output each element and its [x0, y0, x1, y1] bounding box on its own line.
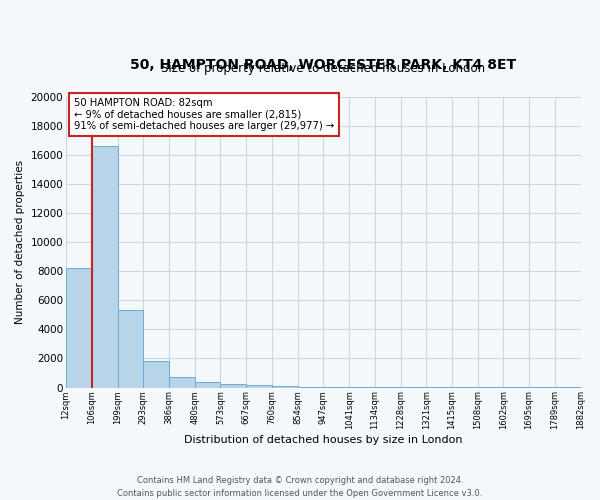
- Bar: [66, 268, 92, 388]
- Bar: [220, 384, 246, 388]
- X-axis label: Distribution of detached houses by size in London: Distribution of detached houses by size …: [184, 435, 463, 445]
- Text: 50, HAMPTON ROAD, WORCESTER PARK, KT4 8ET: 50, HAMPTON ROAD, WORCESTER PARK, KT4 8E…: [130, 58, 517, 72]
- Bar: [349, 387, 375, 388]
- Bar: [323, 387, 349, 388]
- Bar: [298, 386, 323, 388]
- Bar: [118, 310, 143, 388]
- Bar: [195, 382, 220, 388]
- Bar: [169, 376, 195, 388]
- Bar: [92, 146, 118, 388]
- Text: 50 HAMPTON ROAD: 82sqm
← 9% of detached houses are smaller (2,815)
91% of semi-d: 50 HAMPTON ROAD: 82sqm ← 9% of detached …: [74, 98, 334, 132]
- Bar: [272, 386, 298, 388]
- Bar: [246, 386, 272, 388]
- Y-axis label: Number of detached properties: Number of detached properties: [15, 160, 25, 324]
- Text: Contains HM Land Registry data © Crown copyright and database right 2024.
Contai: Contains HM Land Registry data © Crown c…: [118, 476, 482, 498]
- Title: Size of property relative to detached houses in London: Size of property relative to detached ho…: [161, 62, 485, 74]
- Bar: [143, 362, 169, 388]
